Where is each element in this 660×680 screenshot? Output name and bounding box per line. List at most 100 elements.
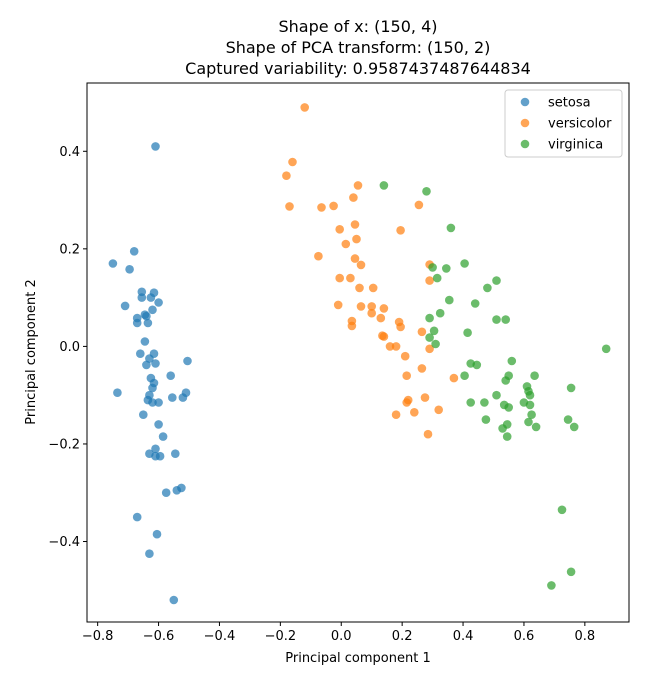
y-axis-label: Principal component 2	[24, 279, 39, 424]
setosa-point	[178, 393, 188, 402]
setosa-point	[148, 383, 157, 393]
legend-marker-versicolor	[520, 118, 530, 128]
setosa-point	[154, 398, 163, 407]
versicolor-point	[420, 393, 430, 402]
virginica-point	[502, 432, 512, 441]
virginica-point	[501, 315, 511, 324]
setosa-point	[113, 388, 122, 398]
versicolor-point	[368, 283, 378, 293]
virginica-point	[519, 398, 529, 407]
versicolor-point	[379, 304, 389, 313]
versicolor-point	[414, 200, 424, 210]
x-tick-label: −0.6	[143, 629, 175, 644]
setosa-point	[132, 512, 142, 522]
virginica-point	[547, 581, 556, 590]
setosa-point	[151, 142, 160, 151]
setosa-point	[140, 337, 150, 346]
versicolor-point	[425, 344, 434, 354]
x-tick-label: 0.2	[392, 629, 413, 644]
virginica-point	[435, 308, 445, 318]
versicolor-point	[346, 273, 355, 283]
virginica-point	[569, 422, 579, 432]
virginica-point	[531, 422, 541, 432]
virginica-point	[566, 567, 576, 577]
virginica-point	[530, 371, 539, 381]
setosa-point	[146, 293, 156, 302]
versicolor-point	[402, 398, 412, 407]
virginica-point	[480, 398, 489, 407]
virginica-point	[566, 383, 576, 393]
setosa-point	[168, 393, 177, 402]
x-tick-label: −0.8	[82, 629, 114, 644]
versicolor-point	[379, 332, 389, 341]
y-tick-label: 0.4	[59, 145, 80, 160]
versicolor-point	[396, 226, 405, 235]
versicolor-point	[417, 364, 427, 373]
x-tick-label: 0.0	[331, 629, 352, 644]
setosa-point	[177, 483, 186, 493]
virginica-point	[442, 264, 451, 273]
versicolor-point	[349, 193, 358, 202]
versicolor-point	[391, 410, 401, 420]
virginica-point	[492, 276, 501, 285]
virginica-point	[429, 326, 439, 336]
legend-marker-virginica	[520, 139, 530, 149]
versicolor-point	[352, 234, 361, 244]
legend: setosa versicolor virginica	[504, 89, 623, 158]
versicolor-point	[376, 313, 386, 323]
legend-label-virginica: virginica	[548, 138, 603, 153]
x-axis-label: Principal component 1	[285, 651, 430, 666]
versicolor-point	[449, 373, 459, 383]
setosa-point	[132, 318, 142, 328]
versicolor-point	[335, 273, 345, 283]
virginica-point	[527, 410, 536, 420]
virginica-point	[431, 339, 440, 349]
virginica-point	[428, 263, 437, 272]
virginica-point	[525, 390, 535, 400]
y-tick-label: −0.2	[48, 437, 80, 452]
versicolor-point	[288, 157, 297, 167]
setosa-point	[143, 395, 153, 405]
setosa-point	[142, 311, 151, 321]
x-tick-label: 0.4	[453, 629, 474, 644]
y-tick-label: 0.0	[59, 340, 80, 355]
legend-marker-setosa	[520, 97, 530, 107]
title-line-1: Shape of x: (150, 4)	[278, 17, 437, 36]
data-points	[108, 103, 611, 605]
setosa-point	[139, 410, 148, 420]
legend-entries: setosa versicolor virginica	[520, 96, 612, 153]
setosa-point	[158, 432, 168, 441]
versicolor-point	[417, 327, 427, 337]
chart-title: Shape of x: (150, 4) Shape of PCA transf…	[185, 17, 531, 78]
versicolor-point	[353, 181, 363, 190]
legend-label-setosa: setosa	[548, 96, 591, 111]
legend-label-versicolor: versicolor	[548, 117, 612, 132]
virginica-point	[425, 313, 434, 323]
setosa-point	[154, 420, 163, 429]
versicolor-point	[355, 283, 364, 293]
versicolor-point	[356, 260, 366, 270]
versicolor-point	[423, 429, 433, 439]
versicolor-point	[285, 202, 294, 211]
setosa-point	[145, 549, 154, 558]
setosa-point	[108, 259, 118, 268]
versicolor-point	[400, 351, 410, 361]
virginica-point	[524, 417, 533, 427]
setosa-point	[129, 247, 139, 256]
x-axis-ticks: −0.8 −0.6 −0.4 −0.2 0.0 0.2 0.4 0.6 0.8	[82, 622, 595, 644]
virginica-point	[498, 424, 507, 433]
setosa-point	[166, 371, 175, 381]
setosa-point	[136, 349, 145, 359]
virginica-point	[472, 360, 482, 370]
setosa-point	[151, 444, 160, 454]
virginica-point	[425, 333, 434, 342]
versicolor-point	[347, 321, 357, 331]
setosa-point	[120, 301, 130, 311]
setosa-point	[125, 265, 134, 274]
versicolor-point	[356, 302, 366, 311]
plot-frame	[86, 82, 630, 623]
virginica-point	[463, 328, 472, 338]
virginica-point	[460, 259, 469, 268]
virginica-point	[504, 403, 513, 412]
